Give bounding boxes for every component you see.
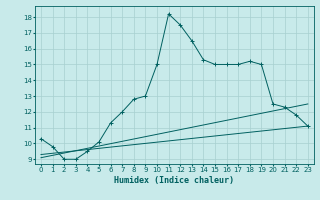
- X-axis label: Humidex (Indice chaleur): Humidex (Indice chaleur): [115, 176, 235, 185]
